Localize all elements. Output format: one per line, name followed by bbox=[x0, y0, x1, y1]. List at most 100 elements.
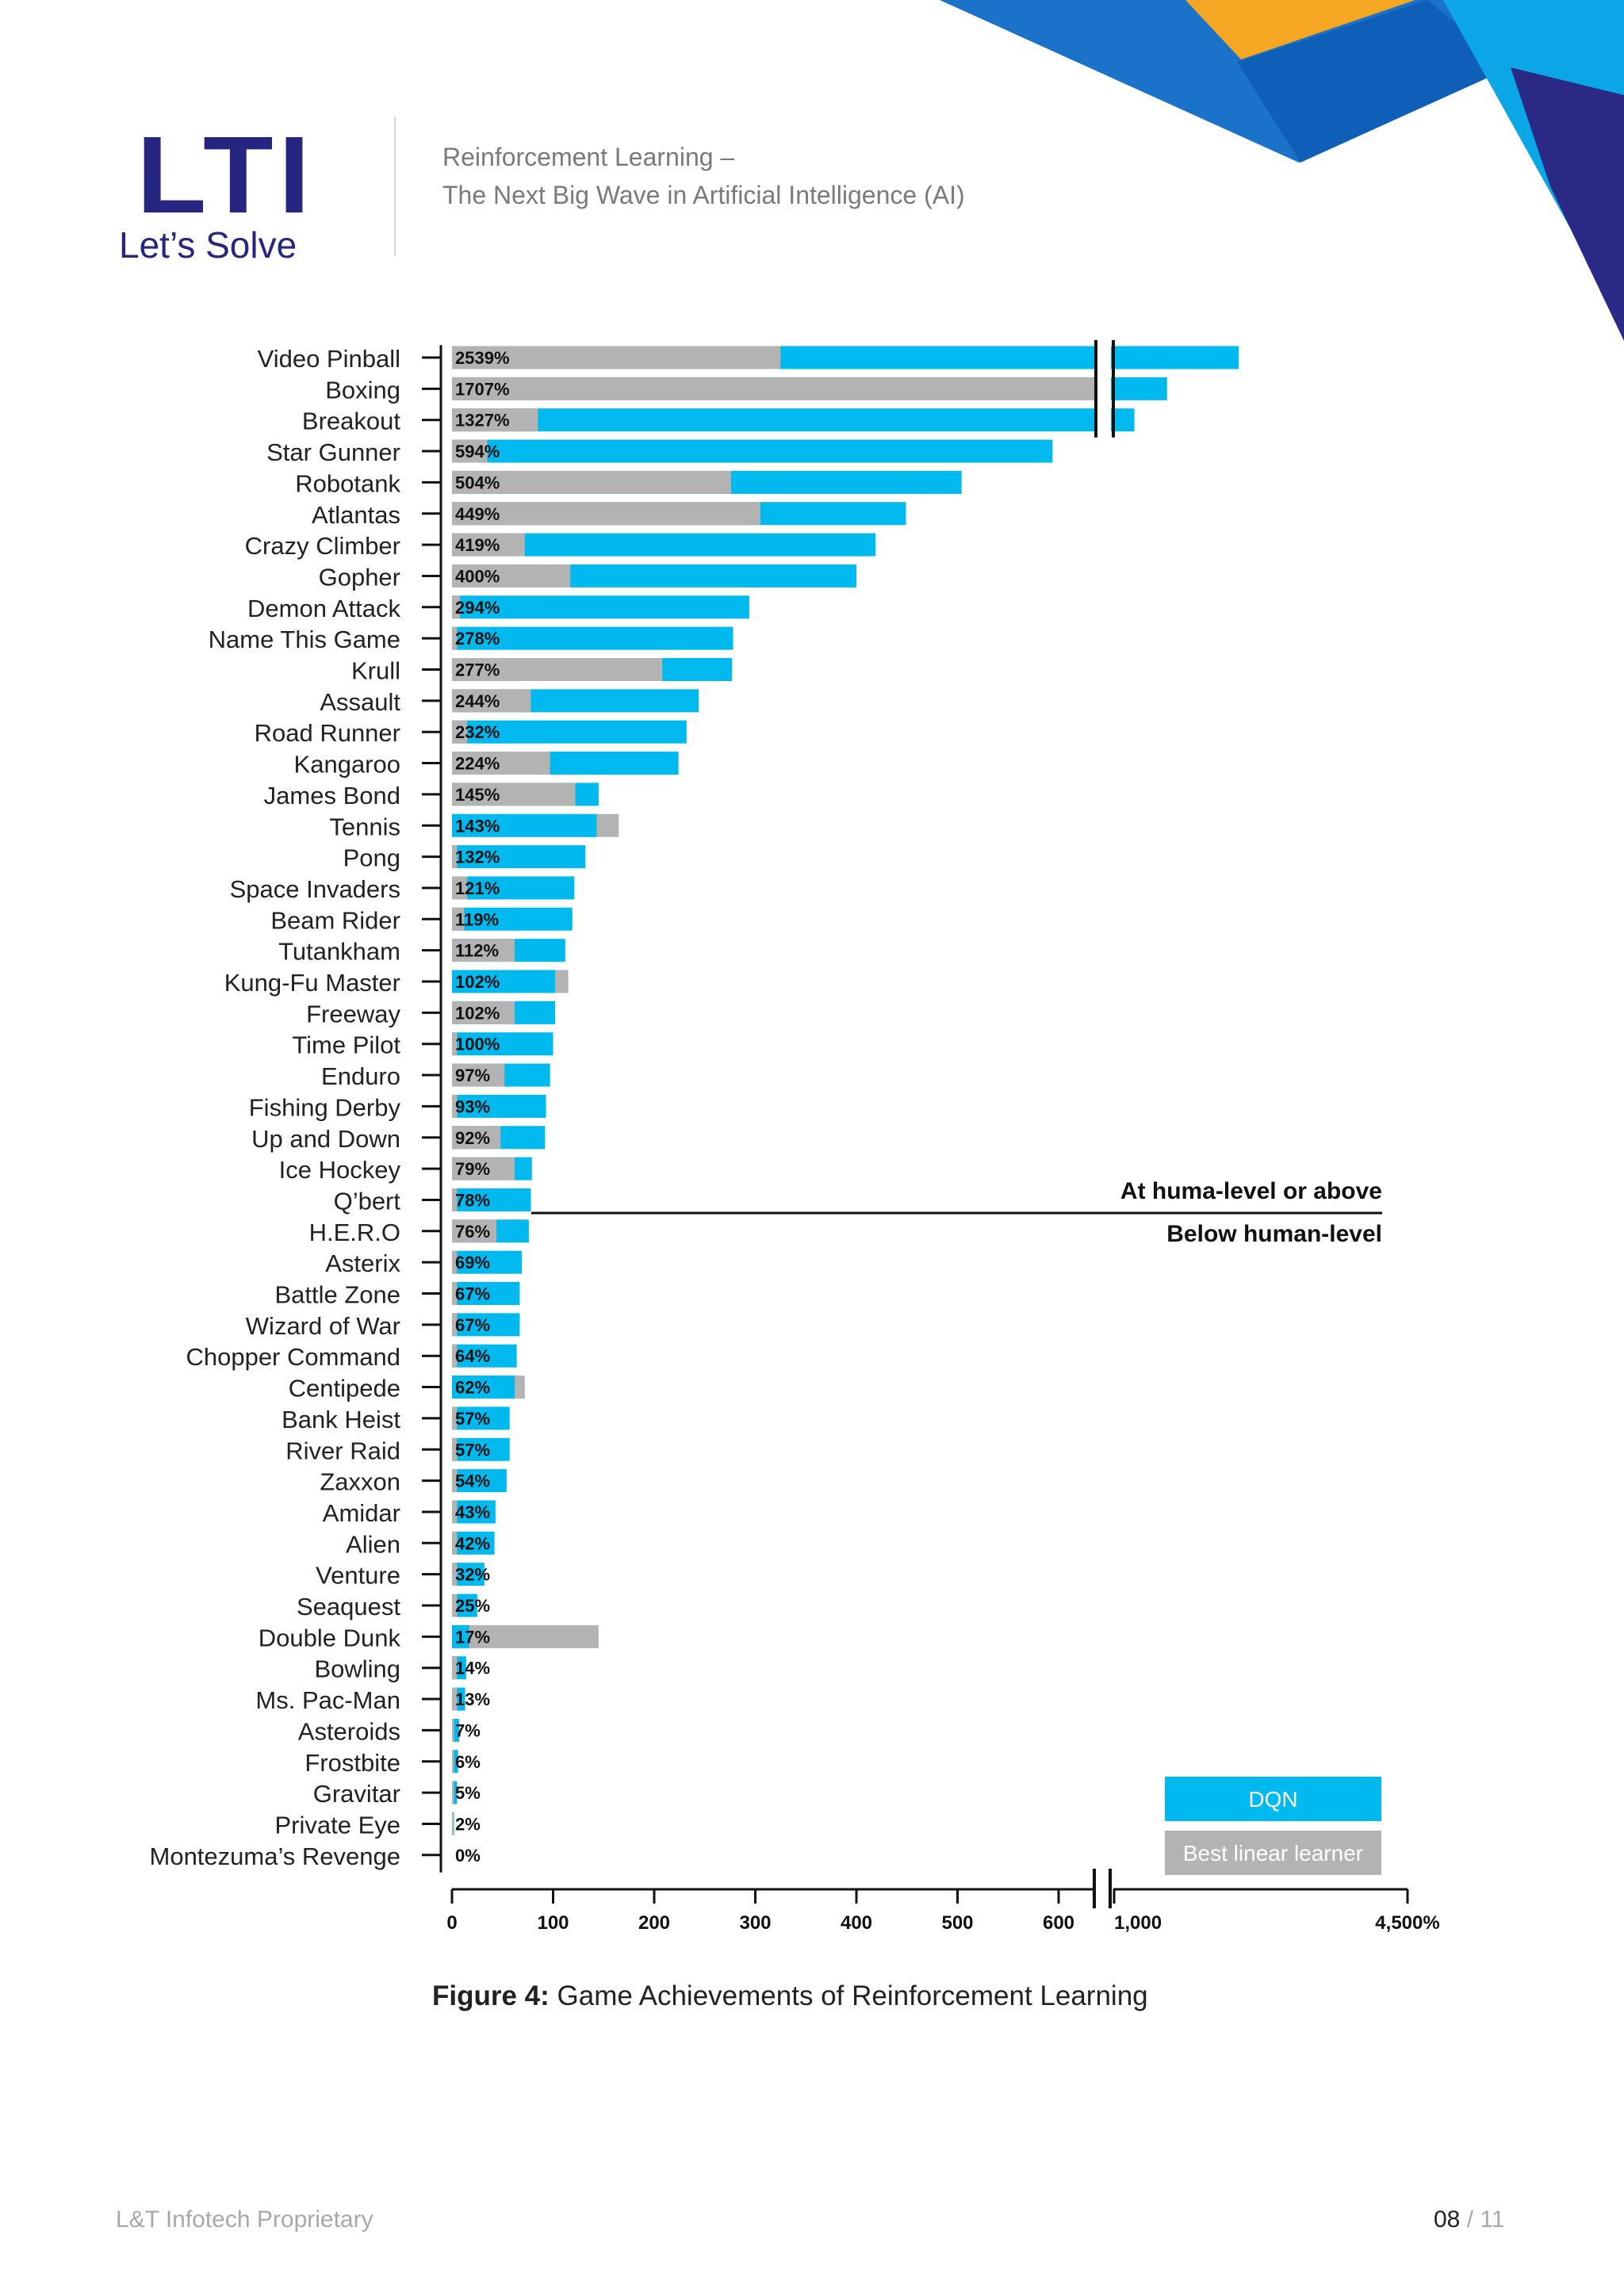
category-label: Kangaroo bbox=[294, 751, 400, 779]
value-label: 67% bbox=[455, 1315, 490, 1335]
category-label: Amidar bbox=[323, 1499, 400, 1527]
category-label: Demon Attack bbox=[247, 595, 400, 622]
linear-bar bbox=[452, 658, 663, 681]
dqn-bar bbox=[452, 813, 597, 837]
linear-bar bbox=[452, 1469, 458, 1493]
value-label: 2% bbox=[455, 1814, 481, 1834]
dqn-bar bbox=[452, 1781, 458, 1804]
value-label: 14% bbox=[455, 1659, 490, 1678]
dqn-bar bbox=[452, 1718, 459, 1742]
header-divider bbox=[394, 117, 396, 256]
category-label: Zaxxon bbox=[320, 1468, 400, 1496]
linear-bar bbox=[452, 439, 488, 463]
linear-bar bbox=[452, 1500, 458, 1524]
category-label: Fishing Derby bbox=[249, 1093, 401, 1121]
category-label: Asterix bbox=[325, 1249, 400, 1277]
value-label: 92% bbox=[455, 1128, 490, 1148]
linear-bar bbox=[452, 502, 760, 526]
dqn-bar bbox=[452, 408, 1135, 432]
linear-bar bbox=[452, 1344, 458, 1368]
category-label: Alien bbox=[346, 1530, 400, 1558]
dqn-bar bbox=[452, 1344, 517, 1368]
linear-bar bbox=[452, 907, 465, 931]
value-label: 64% bbox=[455, 1346, 490, 1366]
value-label: 132% bbox=[455, 848, 500, 867]
category-label: River Raid bbox=[285, 1437, 400, 1464]
page-separator: / bbox=[1460, 2206, 1480, 2233]
annotation-below: Below human-level bbox=[1166, 1221, 1382, 1247]
category-label: Tennis bbox=[329, 813, 400, 840]
dqn-bar bbox=[452, 1531, 495, 1555]
linear-bar bbox=[452, 470, 731, 494]
linear-bar bbox=[452, 783, 576, 806]
linear-bar bbox=[452, 1126, 501, 1150]
value-label: 112% bbox=[455, 941, 499, 961]
dqn-bar bbox=[452, 876, 575, 900]
x-tick-label: 300 bbox=[739, 1912, 771, 1934]
category-label: Krull bbox=[351, 657, 400, 685]
dqn-bar bbox=[452, 907, 573, 931]
value-label: 62% bbox=[455, 1378, 490, 1398]
dqn-bar bbox=[452, 626, 733, 650]
linear-bar bbox=[452, 1032, 458, 1056]
linear-bar bbox=[452, 626, 458, 650]
linear-bar bbox=[452, 1687, 458, 1711]
dqn-bar bbox=[452, 1406, 510, 1430]
value-label: 294% bbox=[455, 598, 500, 618]
category-label: H.E.R.O bbox=[309, 1219, 400, 1246]
category-label: Ms. Pac-Man bbox=[255, 1686, 400, 1714]
linear-bar bbox=[452, 1750, 454, 1774]
category-label: Q’bert bbox=[334, 1187, 401, 1215]
category-label: Montezuma’s Revenge bbox=[150, 1843, 401, 1870]
linear-bar bbox=[452, 1437, 458, 1461]
value-label: 102% bbox=[455, 972, 500, 992]
linear-bar bbox=[452, 876, 468, 900]
category-label: Boxing bbox=[325, 376, 400, 404]
category-label: Star Gunner bbox=[266, 438, 400, 466]
category-label: Venture bbox=[316, 1562, 400, 1590]
category-label: Robotank bbox=[295, 469, 400, 497]
header-title-line2: The Next Big Wave in Artificial Intellig… bbox=[442, 181, 965, 209]
legend-linear-swatch bbox=[1165, 1831, 1381, 1875]
value-label: 43% bbox=[455, 1502, 490, 1522]
linear-bar bbox=[452, 377, 1094, 400]
x-tick-label: 100 bbox=[537, 1912, 569, 1934]
value-label: 143% bbox=[455, 816, 500, 836]
x-tick-label: 400 bbox=[841, 1912, 872, 1934]
category-label: Asteroids bbox=[298, 1717, 400, 1745]
dqn-bar bbox=[452, 845, 586, 869]
legend-linear-label: Best linear learner bbox=[1183, 1841, 1363, 1866]
linear-bar bbox=[452, 1094, 458, 1118]
logo-tagline: Let’s Solve bbox=[119, 224, 297, 266]
category-label: Chopper Command bbox=[186, 1343, 400, 1371]
x-tick-label: 500 bbox=[941, 1912, 973, 1934]
linear-bar bbox=[452, 1812, 454, 1835]
game-achievements-chart: Video Pinball 2539% Boxing 1707% Breakout 132… bbox=[150, 340, 1440, 1934]
category-label: Frostbite bbox=[304, 1749, 400, 1777]
x-tick-label: 0 bbox=[446, 1912, 457, 1934]
value-label: 232% bbox=[455, 722, 500, 742]
category-label: Gravitar bbox=[313, 1780, 400, 1808]
x-tick-label: 1,000 bbox=[1114, 1912, 1162, 1934]
linear-bar bbox=[452, 752, 550, 775]
x-tick-label: 200 bbox=[638, 1912, 670, 1934]
dqn-bar bbox=[452, 439, 1053, 463]
value-label: 0% bbox=[455, 1846, 481, 1866]
deco-shard-navy bbox=[1511, 67, 1624, 341]
value-label: 97% bbox=[455, 1066, 490, 1085]
value-label: 102% bbox=[455, 1003, 500, 1023]
legend-dqn-swatch bbox=[1165, 1777, 1381, 1821]
page-current: 08 bbox=[1434, 2206, 1461, 2233]
category-label: Assault bbox=[320, 688, 400, 716]
value-label: 57% bbox=[455, 1440, 490, 1460]
value-label: 57% bbox=[455, 1409, 490, 1429]
linear-bar bbox=[452, 689, 531, 713]
dqn-bar bbox=[452, 1094, 546, 1118]
category-label: Ice Hockey bbox=[279, 1156, 401, 1184]
linear-bar bbox=[452, 1157, 515, 1181]
annotation-above: At huma-level or above bbox=[1120, 1178, 1382, 1204]
value-label: 79% bbox=[455, 1159, 490, 1179]
category-label: Breakout bbox=[302, 408, 400, 435]
value-label: 1707% bbox=[455, 379, 510, 399]
